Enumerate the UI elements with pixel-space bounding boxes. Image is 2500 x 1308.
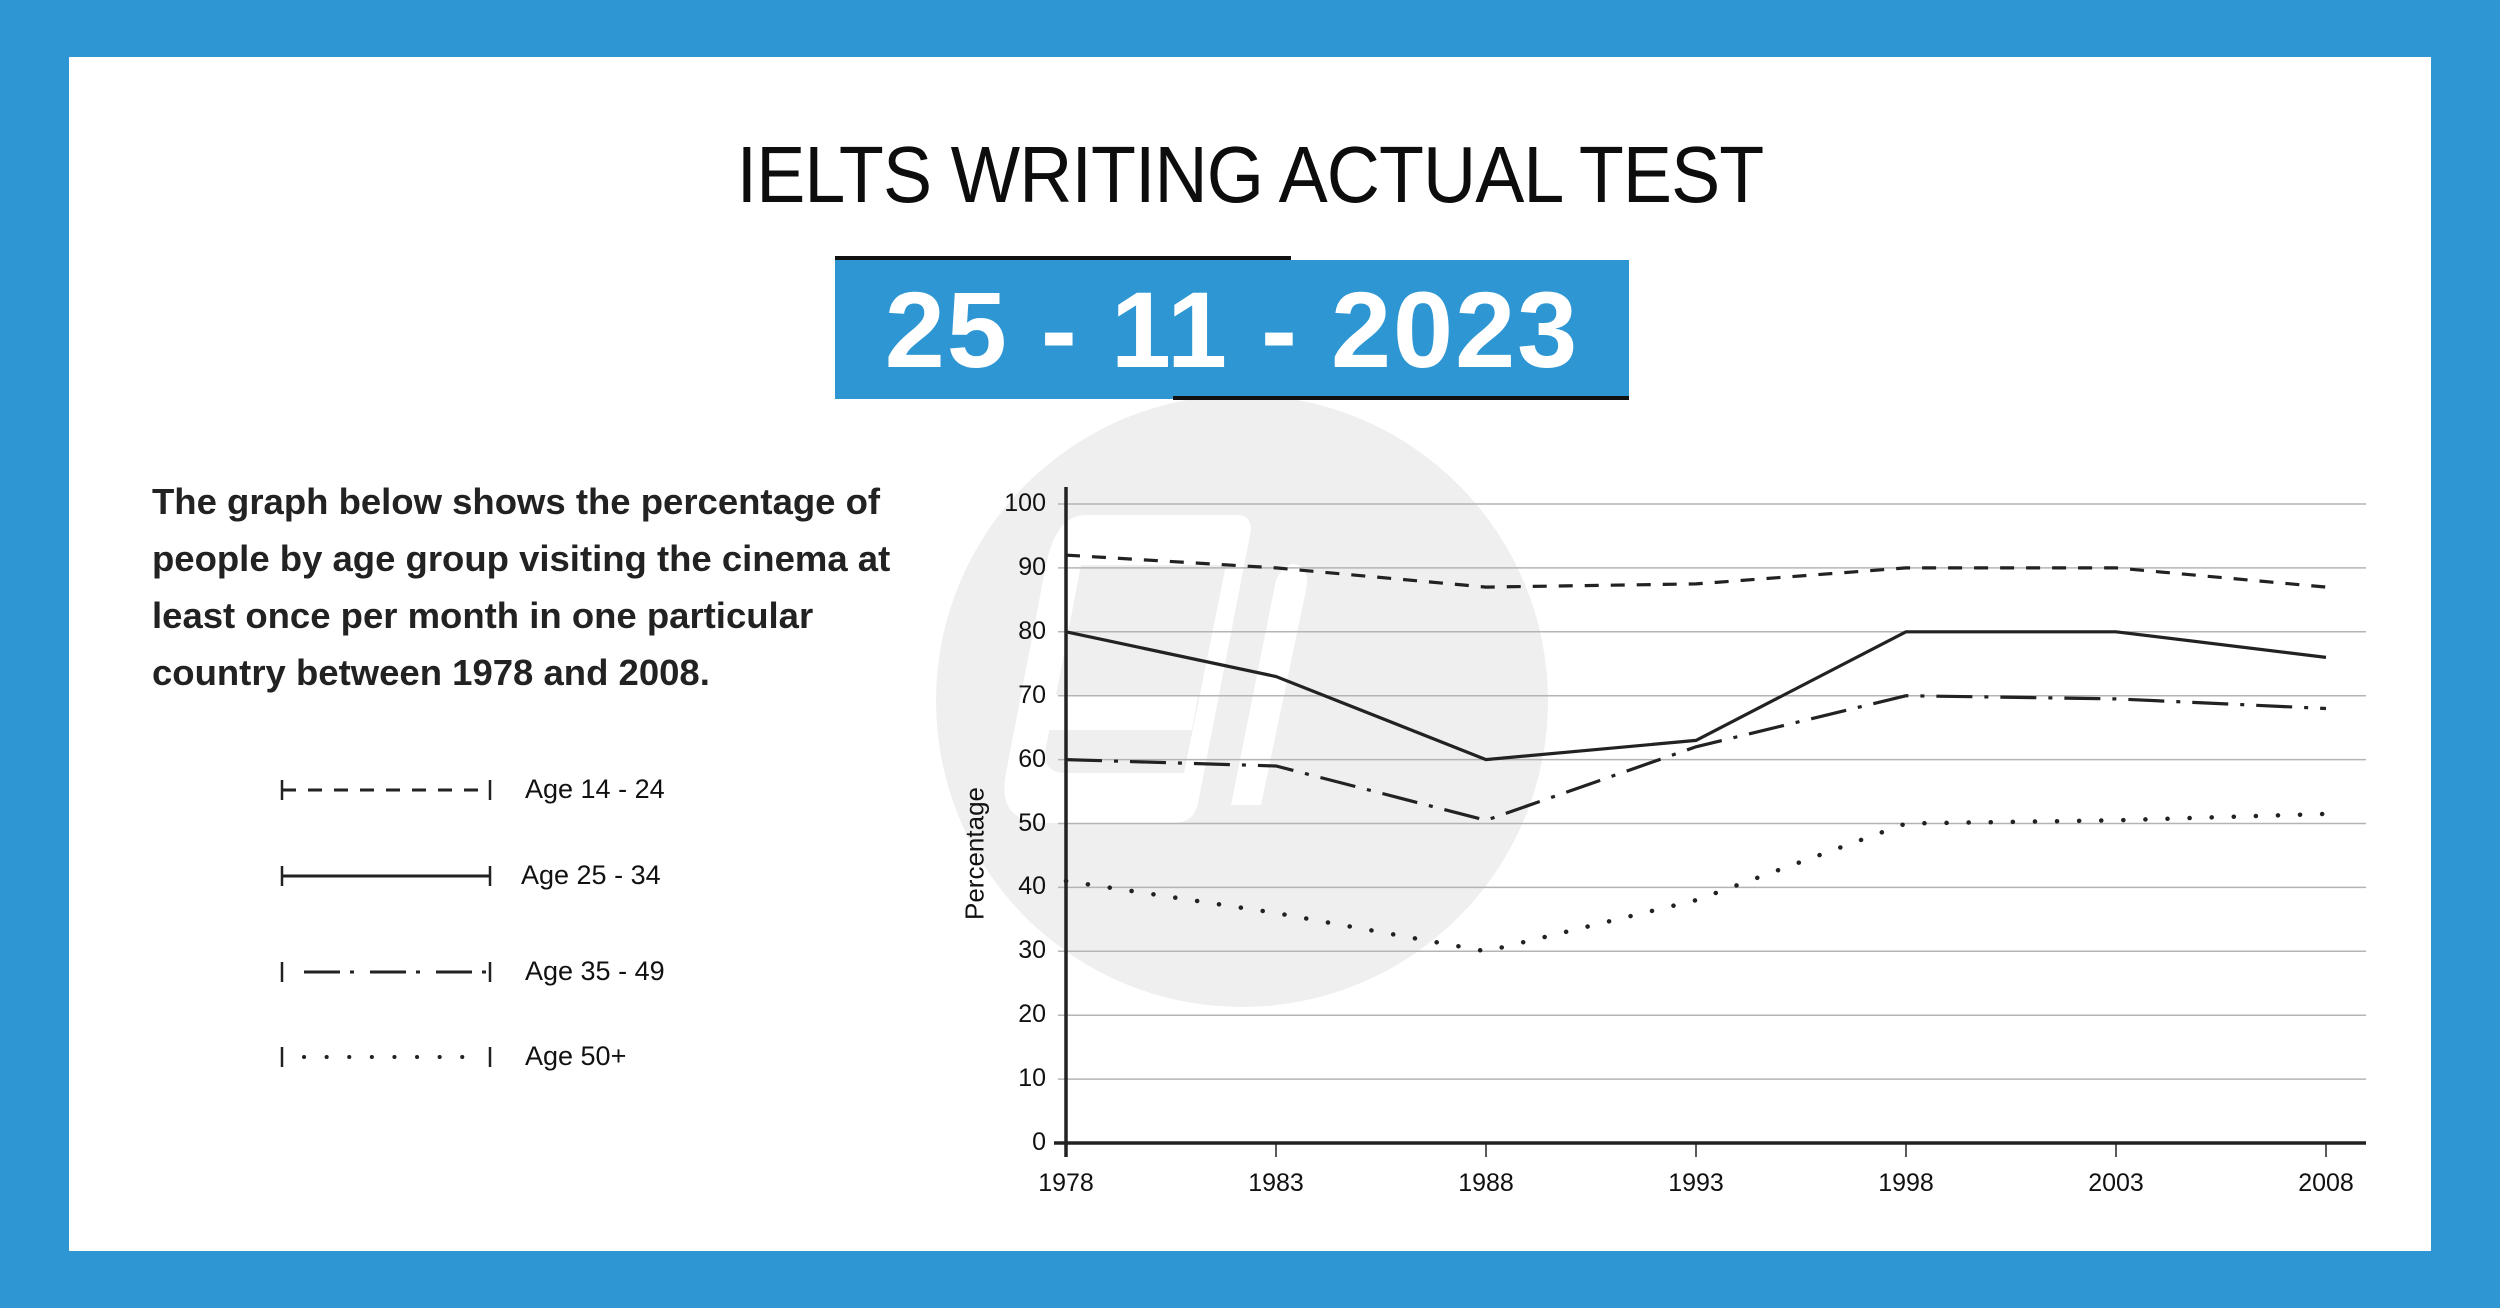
date-accent-bar-bottom [1173, 396, 1629, 400]
legend-item-age-35-49: Age 35 - 49 [69, 952, 669, 992]
x-tick-label: 1993 [1668, 1169, 1724, 1197]
y-tick-label: 40 [1018, 872, 1046, 901]
y-tick-label: 70 [1018, 680, 1046, 709]
x-tick-label: 1998 [1878, 1169, 1934, 1197]
y-tick-label: 50 [1018, 808, 1046, 837]
solid-line-icon [280, 866, 492, 886]
legend-label: Age 35 - 49 [525, 956, 665, 986]
x-tick-label: 2003 [2088, 1169, 2144, 1197]
legend-label: Age 25 - 34 [521, 860, 661, 890]
dotted-line-icon [280, 1047, 492, 1067]
legend-label: Age 14 - 24 [525, 774, 665, 804]
date-banner: 25 - 11 - 2023 [835, 260, 1629, 399]
y-tick-label: 60 [1018, 744, 1046, 773]
y-tick-label: 100 [1004, 489, 1046, 517]
y-tick-label: 0 [1032, 1128, 1046, 1156]
series-line-dotted [1063, 811, 2329, 954]
y-tick-label: 10 [1018, 1064, 1046, 1093]
prompt-line: country between 1978 and 2008. [152, 652, 710, 693]
chart-plot-area [1054, 487, 2366, 1157]
content-card: IELTS WRITING ACTUAL TEST 25 - 11 - 2023… [69, 57, 2431, 1251]
prompt-line: The graph below shows the percentage of [152, 481, 881, 522]
legend-item-age-25-34: Age 25 - 34 [69, 856, 669, 896]
x-tick-label: 1988 [1458, 1169, 1514, 1197]
series-line-dash-dot [1065, 694, 2327, 822]
dash-dot-line-icon [280, 962, 492, 982]
line-chart: 0 10 20 30 40 50 60 70 80 90 100 1978 1983 1988 1993 1… [69, 57, 2431, 1251]
series-line-solid [1065, 630, 2327, 762]
legend-item-age-14-24: Age 14 - 24 [69, 770, 669, 810]
legend-item-age-50-plus: Age 50+ [69, 1037, 669, 1077]
test-date: 25 - 11 - 2023 [884, 268, 1580, 390]
legend-label: Age 50+ [525, 1041, 627, 1071]
x-tick-label: 2008 [2298, 1169, 2354, 1197]
prompt-line: least once per month in one particular [152, 595, 814, 636]
y-tick-label: 80 [1018, 616, 1046, 645]
x-tick-label: 1983 [1248, 1169, 1304, 1197]
series-line-dashed [1065, 553, 2327, 589]
y-tick-label: 90 [1018, 552, 1046, 581]
date-accent-bar-top [835, 256, 1291, 260]
y-tick-label: 30 [1018, 936, 1046, 965]
x-tick-label: 1978 [1038, 1169, 1094, 1197]
y-tick-label: 20 [1018, 1000, 1046, 1029]
page-title: IELTS WRITING ACTUAL TEST [736, 130, 1765, 219]
prompt-line: people by age group visiting the cinema … [152, 538, 891, 579]
dashed-line-icon [280, 780, 492, 800]
y-axis-label: Percentage [959, 787, 990, 920]
task-prompt: The graph below shows the percentage of … [152, 473, 952, 701]
